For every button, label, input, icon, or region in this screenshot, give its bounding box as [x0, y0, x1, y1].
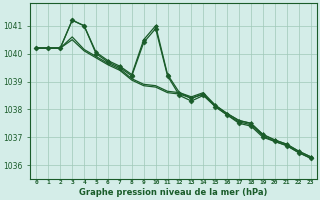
X-axis label: Graphe pression niveau de la mer (hPa): Graphe pression niveau de la mer (hPa): [79, 188, 268, 197]
